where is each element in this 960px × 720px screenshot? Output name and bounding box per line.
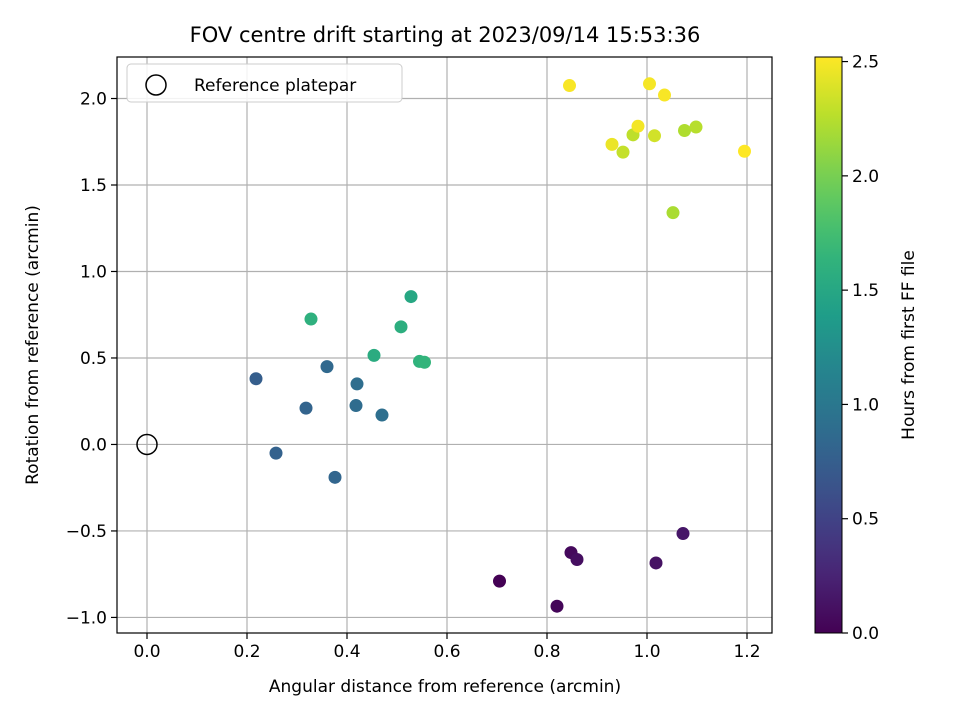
legend-reference-marker [145,74,167,96]
colorbar-tick-label: 2.0 [852,167,879,187]
colorbar-tick-label: 0.0 [852,624,879,644]
x-tick-label: 0.6 [433,642,460,662]
x-tick-label: 0.4 [333,642,360,662]
plot-frame [116,56,773,634]
grid [117,57,772,633]
data-point [616,145,630,159]
data-point [649,556,663,570]
colorbar-ticks: 0.0 0.5 1.0 1.5 2.0 2.5 [842,53,879,644]
data-point [304,312,318,326]
colorbar: 0.0 0.5 1.0 1.5 2.0 2.5 Hours from first FF f… [814,53,919,644]
data-points [136,77,751,613]
data-point [550,599,564,613]
data-point [570,552,584,566]
colorbar-tick-label: 2.5 [852,53,879,73]
data-point [493,574,506,588]
data-point [350,377,364,391]
x-tick-label: 1.2 [733,642,760,662]
data-point [375,408,389,422]
chart-title: FOV centre drift starting at 2023/09/14 … [190,23,701,47]
data-point [404,290,418,304]
data-point [643,77,656,91]
x-tick-label: 0.2 [233,642,260,662]
y-axis-ticks: −1.0 −0.5 0.0 0.5 1.0 1.5 2.0 [66,90,117,628]
plot-frame-rect [116,56,773,634]
colorbar-gradient [814,56,843,634]
data-point [394,320,408,334]
legend-label-reference: Reference platepar [194,76,356,96]
x-tick-label: 1.0 [633,642,660,662]
y-tick-label: 1.5 [80,176,107,196]
data-point [349,399,363,413]
x-axis-label: Angular distance from reference (arcmin) [269,677,621,697]
colorbar-tick-label: 0.5 [852,510,879,530]
y-tick-label: 0.5 [80,349,107,369]
y-tick-label: 0.0 [80,435,107,455]
data-point [738,144,751,158]
reference-platepar-marker [136,433,158,456]
y-tick-label: 1.0 [80,262,107,282]
data-point [666,206,680,220]
data-point [676,527,690,541]
data-point [658,88,671,102]
data-point [678,124,691,138]
data-point [269,446,283,460]
data-point [689,120,703,134]
y-tick-label: −1.0 [66,608,107,628]
data-point [563,79,576,93]
data-point [367,348,381,362]
colorbar-tick-label: 1.0 [852,395,879,415]
colorbar-label: Hours from first FF file [899,250,919,440]
data-point [299,401,313,415]
data-point [648,129,661,143]
legend-box [126,63,403,103]
y-tick-label: 2.0 [80,90,107,110]
data-point [605,137,619,151]
x-tick-label: 0.8 [533,642,560,662]
legend: Reference platepar [126,63,403,103]
colorbar-tick-label: 1.5 [852,281,879,301]
data-point [631,119,645,133]
x-axis-ticks: 0.0 0.2 0.4 0.6 0.8 1.0 1.2 [133,633,761,662]
data-point [320,360,334,374]
y-axis-label: Rotation from reference (arcmin) [23,205,43,485]
data-point [328,470,342,484]
y-tick-label: −0.5 [66,522,107,542]
data-point [418,355,431,369]
data-point [249,372,263,386]
x-tick-label: 0.0 [133,642,160,662]
